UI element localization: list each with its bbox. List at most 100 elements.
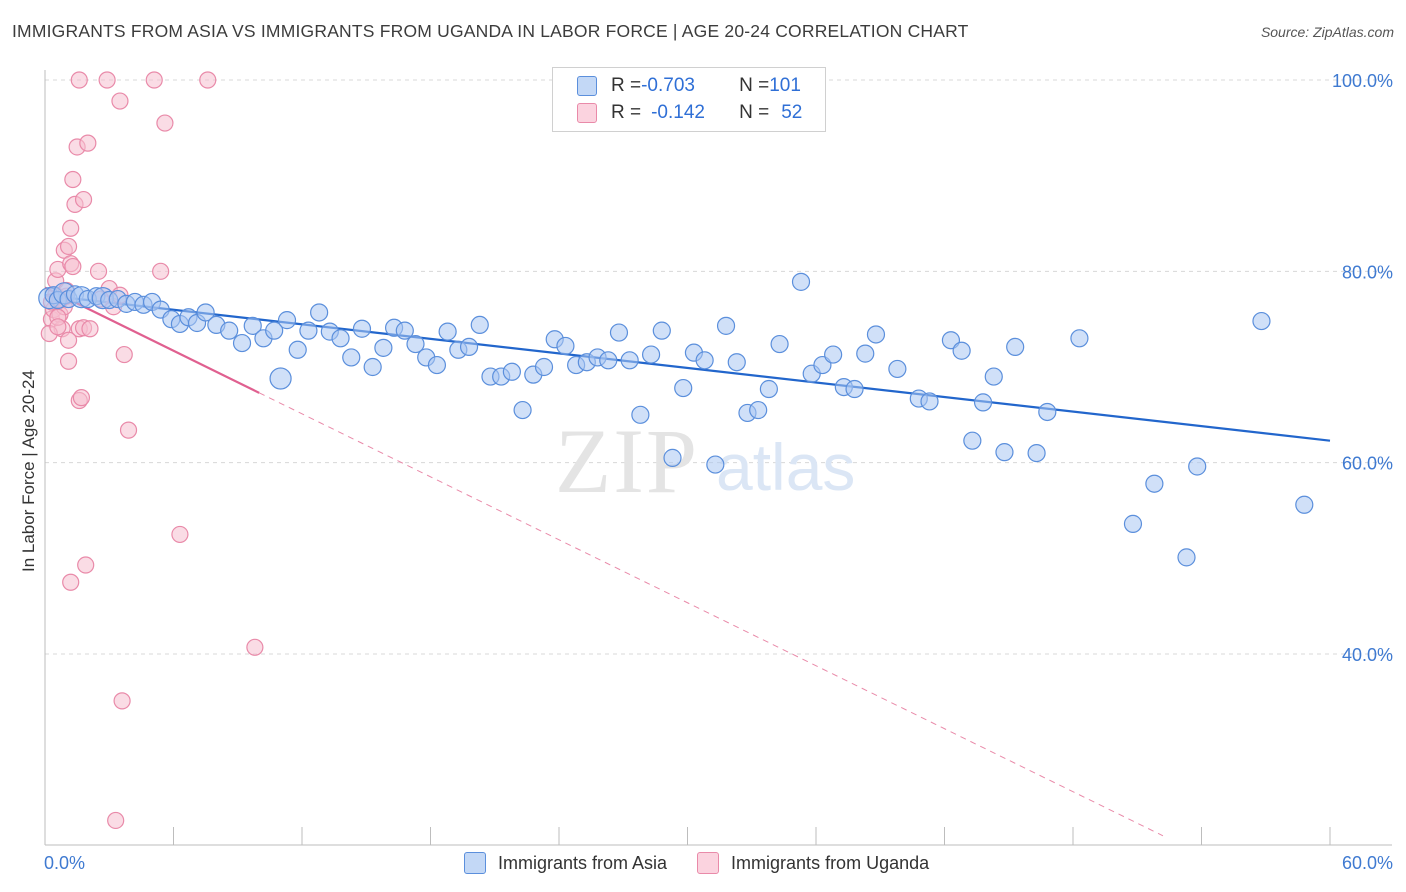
points-layer	[38, 71, 1314, 830]
legend-asia-n-value: 101	[769, 75, 801, 96]
uganda-point	[156, 114, 174, 132]
asia-point	[652, 321, 671, 340]
asia-point	[1188, 457, 1207, 476]
asia-point	[1123, 514, 1143, 533]
uganda-point	[113, 692, 131, 710]
asia-point	[1038, 402, 1057, 422]
uganda-point	[119, 421, 138, 439]
watermark-atlas: atlas	[716, 430, 855, 504]
axes-layer	[44, 70, 1392, 846]
source-credit: Source: ZipAtlas.com	[1260, 24, 1394, 40]
asia-point	[759, 379, 778, 399]
asia-point	[609, 323, 629, 342]
uganda-point	[59, 237, 78, 256]
uganda-point	[62, 573, 80, 591]
series-legend: Immigrants from Asia Immigrants from Uga…	[464, 852, 959, 874]
uganda-point	[152, 262, 170, 280]
asia-point	[791, 272, 811, 291]
asia-point	[995, 443, 1014, 462]
uganda-point	[199, 71, 217, 89]
y-axis-label: In Labor Force | Age 20-24	[19, 370, 38, 572]
asia-point	[1252, 311, 1271, 331]
asia-point	[620, 351, 639, 370]
uganda-point	[145, 71, 163, 89]
asia-point	[299, 321, 318, 340]
x-tick-label-min: 0.0%	[44, 853, 85, 873]
asia-point	[427, 355, 447, 375]
asia-point	[984, 367, 1003, 386]
asia-point	[599, 351, 618, 370]
chart-title: IMMIGRANTS FROM ASIA VS IMMIGRANTS FROM …	[12, 21, 969, 41]
uganda-point	[64, 257, 82, 276]
asia-point	[695, 351, 714, 370]
uganda-point	[246, 638, 264, 656]
asia-point	[888, 359, 907, 379]
uganda-point	[98, 71, 116, 89]
uganda-point	[70, 71, 88, 89]
y-axis-label-wrap: In Labor Force | Age 20-24	[19, 370, 39, 812]
legend-asia-r-label: R =	[611, 75, 642, 96]
asia-point	[288, 340, 307, 359]
asia-point	[352, 319, 372, 338]
trend-layer	[44, 286, 1331, 837]
y-tick-label: 40.0%	[1342, 645, 1393, 665]
legend-uganda-r-label: R =	[611, 102, 642, 123]
series-legend-label-asia: Immigrants from Asia	[498, 852, 668, 873]
asia-point	[232, 333, 252, 353]
asia-point	[973, 393, 993, 412]
uganda-point	[107, 811, 125, 830]
asia-point	[406, 334, 425, 354]
uganda-point	[77, 556, 95, 574]
asia-point	[1145, 474, 1164, 493]
uganda-point	[81, 320, 99, 338]
asia-point	[438, 322, 457, 341]
uganda-point	[49, 318, 67, 336]
asia-point	[663, 448, 682, 467]
asia-point	[674, 378, 693, 398]
series-legend-label-uganda: Immigrants from Uganda	[731, 852, 930, 873]
legend-uganda-n-value: 52	[781, 102, 803, 123]
series-legend-swatch-uganda	[697, 852, 720, 874]
asia-point	[716, 316, 736, 335]
asia-point	[220, 321, 239, 340]
uganda-point	[72, 389, 91, 407]
asia-point	[374, 338, 393, 357]
series-legend-asia[interactable]: Immigrants from Asia	[464, 852, 667, 874]
asia-point	[1006, 337, 1025, 357]
y-tick-label: 80.0%	[1342, 262, 1393, 282]
series-legend-uganda[interactable]: Immigrants from Uganda	[697, 852, 929, 874]
asia-point	[920, 392, 939, 411]
legend-swatch-uganda	[577, 103, 597, 123]
asia-point	[196, 303, 215, 322]
asia-point	[866, 325, 886, 344]
watermark: ZIP atlas	[555, 410, 855, 512]
asia-point	[749, 400, 768, 420]
asia-point	[269, 367, 292, 390]
legend-swatch-asia	[577, 76, 597, 96]
labels-layer: 100.0% 80.0% 60.0% 40.0% 0.0% 60.0%	[44, 71, 1393, 873]
correlation-legend: R = -0.703 N = 101 R = -0.142 N = 52	[552, 67, 826, 132]
asia-point	[631, 405, 650, 424]
asia-point	[556, 336, 575, 356]
asia-point	[331, 329, 350, 348]
asia-point	[277, 311, 297, 330]
asia-point	[641, 345, 661, 364]
asia-point	[342, 348, 361, 367]
y-tick-label: 100.0%	[1332, 71, 1393, 91]
asia-point	[1177, 548, 1196, 567]
series-legend-swatch-asia	[464, 852, 486, 874]
asia-point	[963, 431, 982, 450]
legend-row-asia: R = -0.703 N = 101	[577, 74, 801, 98]
legend-uganda-r-value: -0.142	[651, 102, 705, 123]
uganda-point	[111, 92, 129, 110]
asia-point	[470, 315, 489, 335]
asia-point	[310, 303, 329, 322]
asia-point	[459, 337, 479, 357]
asia-point	[706, 455, 725, 474]
asia-point	[1027, 444, 1046, 463]
uganda-point	[59, 331, 78, 349]
uganda-point	[79, 134, 97, 152]
asia-point	[243, 316, 262, 335]
uganda-point	[59, 352, 78, 370]
